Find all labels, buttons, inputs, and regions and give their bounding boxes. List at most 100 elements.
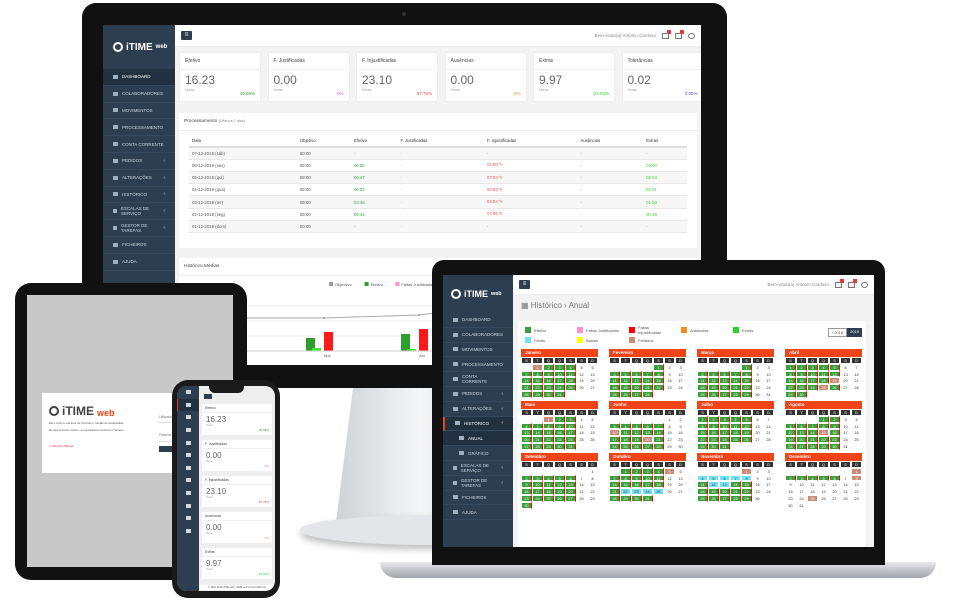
table-row[interactable]: 06-12-2019 (sex) 08:00 06:55-02:00 ✎ -03:00 (189, 159, 687, 173)
calendar-day[interactable]: 8 (818, 422, 829, 430)
calendar-day[interactable]: 18 (851, 429, 862, 437)
calendar-day[interactable]: 22 (741, 384, 752, 391)
calendar-day[interactable]: 11 (609, 377, 620, 385)
calendar-day[interactable]: 6 (565, 474, 576, 482)
calendar-day[interactable]: 10 (565, 422, 576, 430)
calendar-day[interactable]: 13 (829, 481, 840, 489)
calendar-day[interactable]: 24 (807, 384, 818, 391)
phone-nav-icon[interactable] (177, 398, 199, 412)
calendar-day[interactable]: 25 (851, 436, 862, 443)
calendar-day[interactable]: 11 (620, 429, 631, 437)
calendar-day[interactable]: 23 (752, 488, 763, 495)
calendar-day[interactable]: 29 (851, 494, 862, 502)
calendar-day[interactable]: 4 (620, 422, 631, 430)
calendar-day[interactable]: 15 (532, 377, 543, 385)
calendar-day[interactable]: 8 (664, 422, 675, 430)
calendar-day[interactable]: 5 (631, 422, 642, 430)
calendar-day[interactable]: 2 (752, 467, 763, 475)
calendar-day[interactable]: 19 (664, 481, 675, 489)
tasks-icon[interactable] (848, 278, 857, 288)
calendar-day[interactable]: 25 (730, 436, 741, 443)
calendar-day[interactable]: 5 (829, 363, 840, 371)
calendar-day[interactable]: 30 (675, 442, 686, 450)
calendar-day[interactable]: 30 (752, 390, 763, 398)
calendar-day[interactable]: 17 (609, 436, 620, 443)
calendar-day[interactable]: 1 (620, 467, 631, 475)
table-row[interactable]: 02-12-2019 (seg) 08:00 06:44-07:06 ✎ -00:38 (189, 208, 687, 221)
phone-nav-icon[interactable] (177, 499, 199, 512)
calendar-day[interactable]: 6 (521, 422, 532, 430)
calendar-day[interactable]: 20 (642, 436, 653, 443)
calendar-day[interactable]: 5 (587, 415, 598, 423)
calendar-day[interactable]: 22 (818, 436, 829, 443)
calendar-day[interactable]: 26 (708, 494, 719, 502)
calendar-day[interactable]: 20 (565, 488, 576, 495)
calendar-day[interactable]: 22 (741, 488, 752, 495)
calendar-day[interactable]: 19 (741, 429, 752, 437)
calendar-day[interactable]: 26 (818, 494, 829, 502)
calendar-day[interactable]: 30 (796, 390, 807, 398)
calendar-day[interactable]: 3 (554, 363, 565, 371)
calendar-day[interactable]: 5 (620, 370, 631, 378)
sidebar-item-dashboard[interactable]: Dashboard (443, 313, 513, 328)
sidebar-item-ajuda[interactable]: Ajuda (443, 505, 513, 521)
calendar-day[interactable]: 21 (521, 384, 532, 391)
calendar-day[interactable]: 24 (642, 488, 653, 495)
calendar-day[interactable]: 14 (532, 429, 543, 437)
calendar-day[interactable]: 26 (741, 436, 752, 443)
calendar-day[interactable]: 16 (521, 488, 532, 495)
calendar-day[interactable]: 3 (675, 363, 686, 371)
calendar-day[interactable]: 5 (576, 363, 587, 371)
calendar-day[interactable]: 3 (532, 474, 543, 482)
calendar-day[interactable]: 2 (708, 415, 719, 423)
calendar-day[interactable]: 15 (587, 481, 598, 489)
calendar-day[interactable]: 4 (543, 474, 554, 482)
calendar-day[interactable]: 23 (708, 436, 719, 443)
calendar-day[interactable]: 17 (807, 377, 818, 385)
calendar-day[interactable]: 18 (543, 488, 554, 495)
calendar-day[interactable]: 4 (565, 363, 576, 371)
sidebar-item-processamento[interactable]: Processamento (443, 357, 513, 373)
calendar-day[interactable]: 30 (631, 494, 642, 502)
sidebar-item-ficheiros[interactable]: Ficheiros (103, 237, 175, 254)
calendar-day[interactable]: 18 (730, 429, 741, 437)
calendar-day[interactable]: 6 (719, 474, 730, 482)
calendar-day[interactable]: 1 (741, 363, 752, 371)
sidebar-item-movimentos[interactable]: Movimentos (103, 103, 175, 120)
calendar-day[interactable]: 12 (741, 422, 752, 430)
calendar-day[interactable]: 16 (631, 481, 642, 489)
calendar-day[interactable]: 12 (631, 429, 642, 437)
calendar-day[interactable]: 25 (609, 390, 620, 398)
calendar-day[interactable]: 2 (543, 363, 554, 371)
calendar-day[interactable]: 29 (543, 442, 554, 450)
calendar-day[interactable]: 28 (851, 384, 862, 391)
calendar-day[interactable]: 31 (719, 442, 730, 450)
calendar-day[interactable]: 14 (609, 481, 620, 489)
calendar-day[interactable]: 18 (620, 436, 631, 443)
table-row[interactable]: 01-12-2019 (dom) 00:00- - - - - (189, 220, 687, 234)
calendar-day[interactable]: 25 (543, 494, 554, 502)
calendar-day[interactable]: 9 (664, 370, 675, 378)
calendar-day[interactable]: 16 (785, 488, 796, 495)
calendar-day[interactable]: 28 (521, 390, 532, 398)
calendar-day[interactable]: 25 (565, 384, 576, 391)
calendar-day[interactable]: 21 (730, 488, 741, 495)
calendar-day[interactable]: 23 (631, 488, 642, 495)
calendar-day[interactable]: 18 (807, 488, 818, 495)
calendar-day[interactable]: 4 (851, 415, 862, 423)
calendar-day[interactable]: 19 (708, 488, 719, 495)
calendar-day[interactable]: 6 (675, 467, 686, 475)
calendar-day[interactable]: 19 (620, 384, 631, 391)
calendar-day[interactable]: 4 (730, 415, 741, 423)
calendar-day[interactable]: 23 (752, 384, 763, 391)
calendar-day[interactable]: 1 (532, 363, 543, 371)
calendar-day[interactable]: 8 (543, 422, 554, 430)
calendar-day[interactable]: 27 (587, 384, 598, 391)
calendar-day[interactable]: 14 (521, 377, 532, 385)
calendar-day[interactable]: 21 (840, 488, 851, 495)
calendar-day[interactable]: 24 (719, 436, 730, 443)
sidebar-item-movimentos[interactable]: Movimentos (443, 343, 513, 358)
calendar-day[interactable]: 3 (807, 363, 818, 371)
calendar-day[interactable]: 27 (752, 436, 763, 443)
calendar-day[interactable]: 10 (840, 422, 851, 430)
